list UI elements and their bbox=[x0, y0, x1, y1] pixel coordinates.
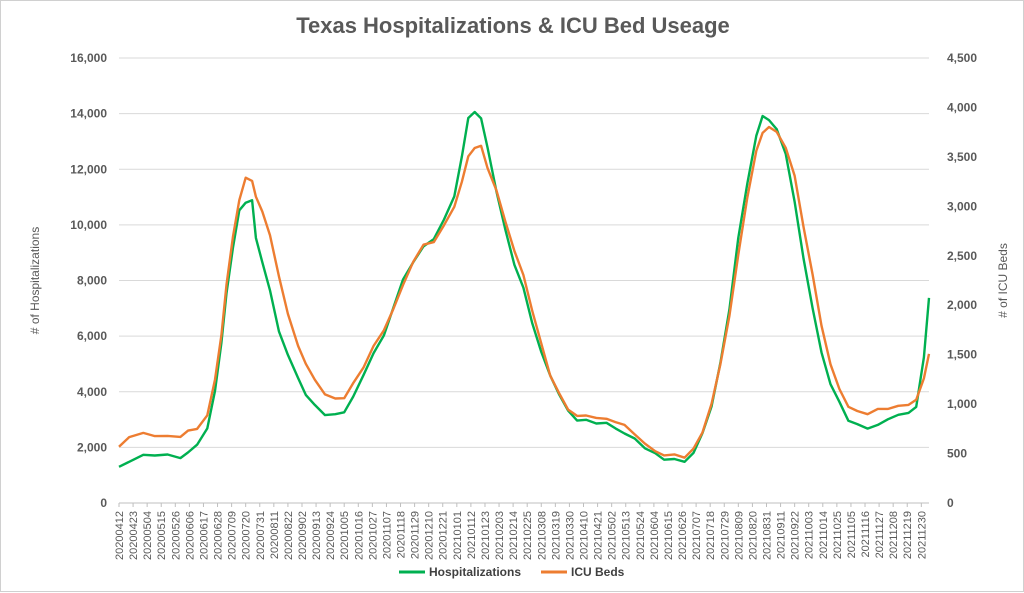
y2-tick-label: 2,500 bbox=[947, 249, 977, 263]
chart-title: Texas Hospitalizations & ICU Bed Useage bbox=[296, 13, 730, 38]
x-tick-label: 20210421 bbox=[593, 511, 605, 560]
x-tick-label: 20200709 bbox=[227, 511, 239, 560]
y2-tick-label: 3,000 bbox=[947, 199, 977, 213]
x-tick-label: 20210820 bbox=[747, 511, 759, 560]
x-tick-label: 20210615 bbox=[663, 511, 675, 560]
x-tick-label: 20200822 bbox=[283, 511, 295, 560]
series-lines bbox=[118, 110, 931, 468]
x-tick-label: 20211025 bbox=[832, 511, 844, 559]
x-tick-label: 20201210 bbox=[424, 511, 436, 560]
y2-tick-label: 1,000 bbox=[947, 397, 977, 411]
x-tick-label: 20210718 bbox=[705, 511, 717, 560]
x-tick-label: 20200526 bbox=[170, 511, 182, 560]
x-tick-label: 20211105 bbox=[846, 511, 858, 558]
x-tick-label: 20210831 bbox=[761, 511, 773, 560]
x-tick-label: 20200628 bbox=[213, 511, 225, 560]
x-tick-label: 20200606 bbox=[184, 511, 196, 560]
x-tick-label: 20210604 bbox=[649, 511, 661, 560]
x-tick-label: 20200504 bbox=[142, 511, 154, 560]
x-tick-label: 20210123 bbox=[480, 511, 492, 560]
x-tick-label: 20201005 bbox=[339, 511, 351, 560]
series-line-hospitalizations bbox=[118, 110, 931, 468]
x-tick-label: 20201107 bbox=[381, 511, 393, 559]
x-tick-label: 20211116 bbox=[860, 511, 872, 558]
y2-tick-label: 500 bbox=[947, 447, 967, 461]
legend-label: Hospitalizations bbox=[429, 565, 521, 579]
x-tick-label: 20200811 bbox=[269, 511, 281, 559]
x-tick-label: 20210203 bbox=[494, 511, 506, 560]
x-tick-label: 20210809 bbox=[733, 511, 745, 560]
x-tick-label: 20210330 bbox=[564, 511, 576, 560]
y2-tick-label: 3,500 bbox=[947, 150, 977, 164]
x-tick-label: 20210524 bbox=[635, 511, 647, 560]
x-tick-label: 20200515 bbox=[156, 511, 168, 560]
x-tick-label: 20200412 bbox=[114, 511, 126, 560]
y2-tick-label: 4,000 bbox=[947, 100, 977, 114]
x-tick-label: 20200731 bbox=[255, 511, 267, 560]
y-tick-label: 4,000 bbox=[77, 385, 107, 399]
x-tick-label: 20210729 bbox=[719, 511, 731, 560]
x-axis-ticks: 20200412 20200423 20200504 20200515 20200526… bbox=[114, 503, 928, 560]
x-tick-label: 20201129 bbox=[410, 511, 422, 559]
x-tick-label: 20200924 bbox=[325, 511, 337, 560]
y-tick-label: 0 bbox=[100, 496, 107, 510]
x-tick-label: 20200423 bbox=[128, 511, 140, 560]
x-tick-label: 20211127 bbox=[874, 511, 886, 558]
x-tick-label: 20210911 bbox=[776, 511, 788, 559]
x-tick-label: 20211003 bbox=[804, 511, 816, 559]
x-tick-label: 20200720 bbox=[241, 511, 253, 560]
left-axis-title: # of Hospitalizations bbox=[28, 227, 42, 334]
x-tick-label: 20201016 bbox=[353, 511, 365, 560]
y-tick-label: 14,000 bbox=[70, 107, 107, 121]
x-tick-label: 20210502 bbox=[607, 511, 619, 560]
x-tick-label: 20210410 bbox=[579, 511, 591, 560]
y2-tick-label: 0 bbox=[947, 496, 954, 510]
x-tick-label: 20200913 bbox=[311, 511, 323, 560]
x-tick-label: 20210707 bbox=[691, 511, 703, 560]
x-tick-label: 20211230 bbox=[916, 511, 928, 559]
right-axis-ticks: 4,500 4,000 3,500 3,000 2,500 2,000 1,500 1,000… bbox=[947, 51, 977, 510]
y-tick-label: 8,000 bbox=[77, 274, 107, 288]
x-tick-label: 20210225 bbox=[522, 511, 534, 560]
y2-tick-label: 1,500 bbox=[947, 348, 977, 362]
y-tick-label: 10,000 bbox=[70, 218, 107, 232]
legend: Hospitalizations ICU Beds bbox=[399, 565, 625, 579]
y-tick-label: 12,000 bbox=[70, 162, 107, 176]
right-axis-title: # of ICU Beds bbox=[996, 243, 1010, 318]
x-tick-label: 20200617 bbox=[198, 511, 210, 560]
y-tick-label: 6,000 bbox=[77, 329, 107, 343]
x-tick-label: 20200902 bbox=[297, 511, 309, 560]
x-tick-label: 20211208 bbox=[888, 511, 900, 559]
x-tick-label: 20210513 bbox=[621, 511, 633, 560]
x-tick-label: 20201118 bbox=[396, 511, 408, 558]
series-line-icu-beds bbox=[118, 125, 931, 459]
left-axis-ticks: 16,000 14,000 12,000 10,000 8,000 6,000 4,000 2… bbox=[70, 51, 107, 510]
y-tick-label: 2,000 bbox=[77, 440, 107, 454]
x-tick-label: 20210112 bbox=[466, 511, 478, 559]
y-tick-label: 16,000 bbox=[70, 51, 107, 65]
x-tick-label: 20201027 bbox=[367, 511, 379, 560]
y2-tick-label: 4,500 bbox=[947, 51, 977, 65]
x-tick-label: 20201221 bbox=[438, 511, 450, 560]
x-tick-label: 20211219 bbox=[902, 511, 914, 559]
x-tick-label: 20210626 bbox=[677, 511, 689, 560]
x-tick-label: 20210319 bbox=[550, 511, 562, 560]
legend-label: ICU Beds bbox=[571, 565, 625, 579]
x-tick-label: 20210101 bbox=[452, 511, 464, 560]
x-tick-label: 20211014 bbox=[818, 511, 830, 559]
y2-tick-label: 2,000 bbox=[947, 298, 977, 312]
x-tick-label: 20210214 bbox=[508, 511, 520, 560]
x-tick-label: 20210922 bbox=[790, 511, 802, 560]
x-tick-label: 20210308 bbox=[536, 511, 548, 560]
